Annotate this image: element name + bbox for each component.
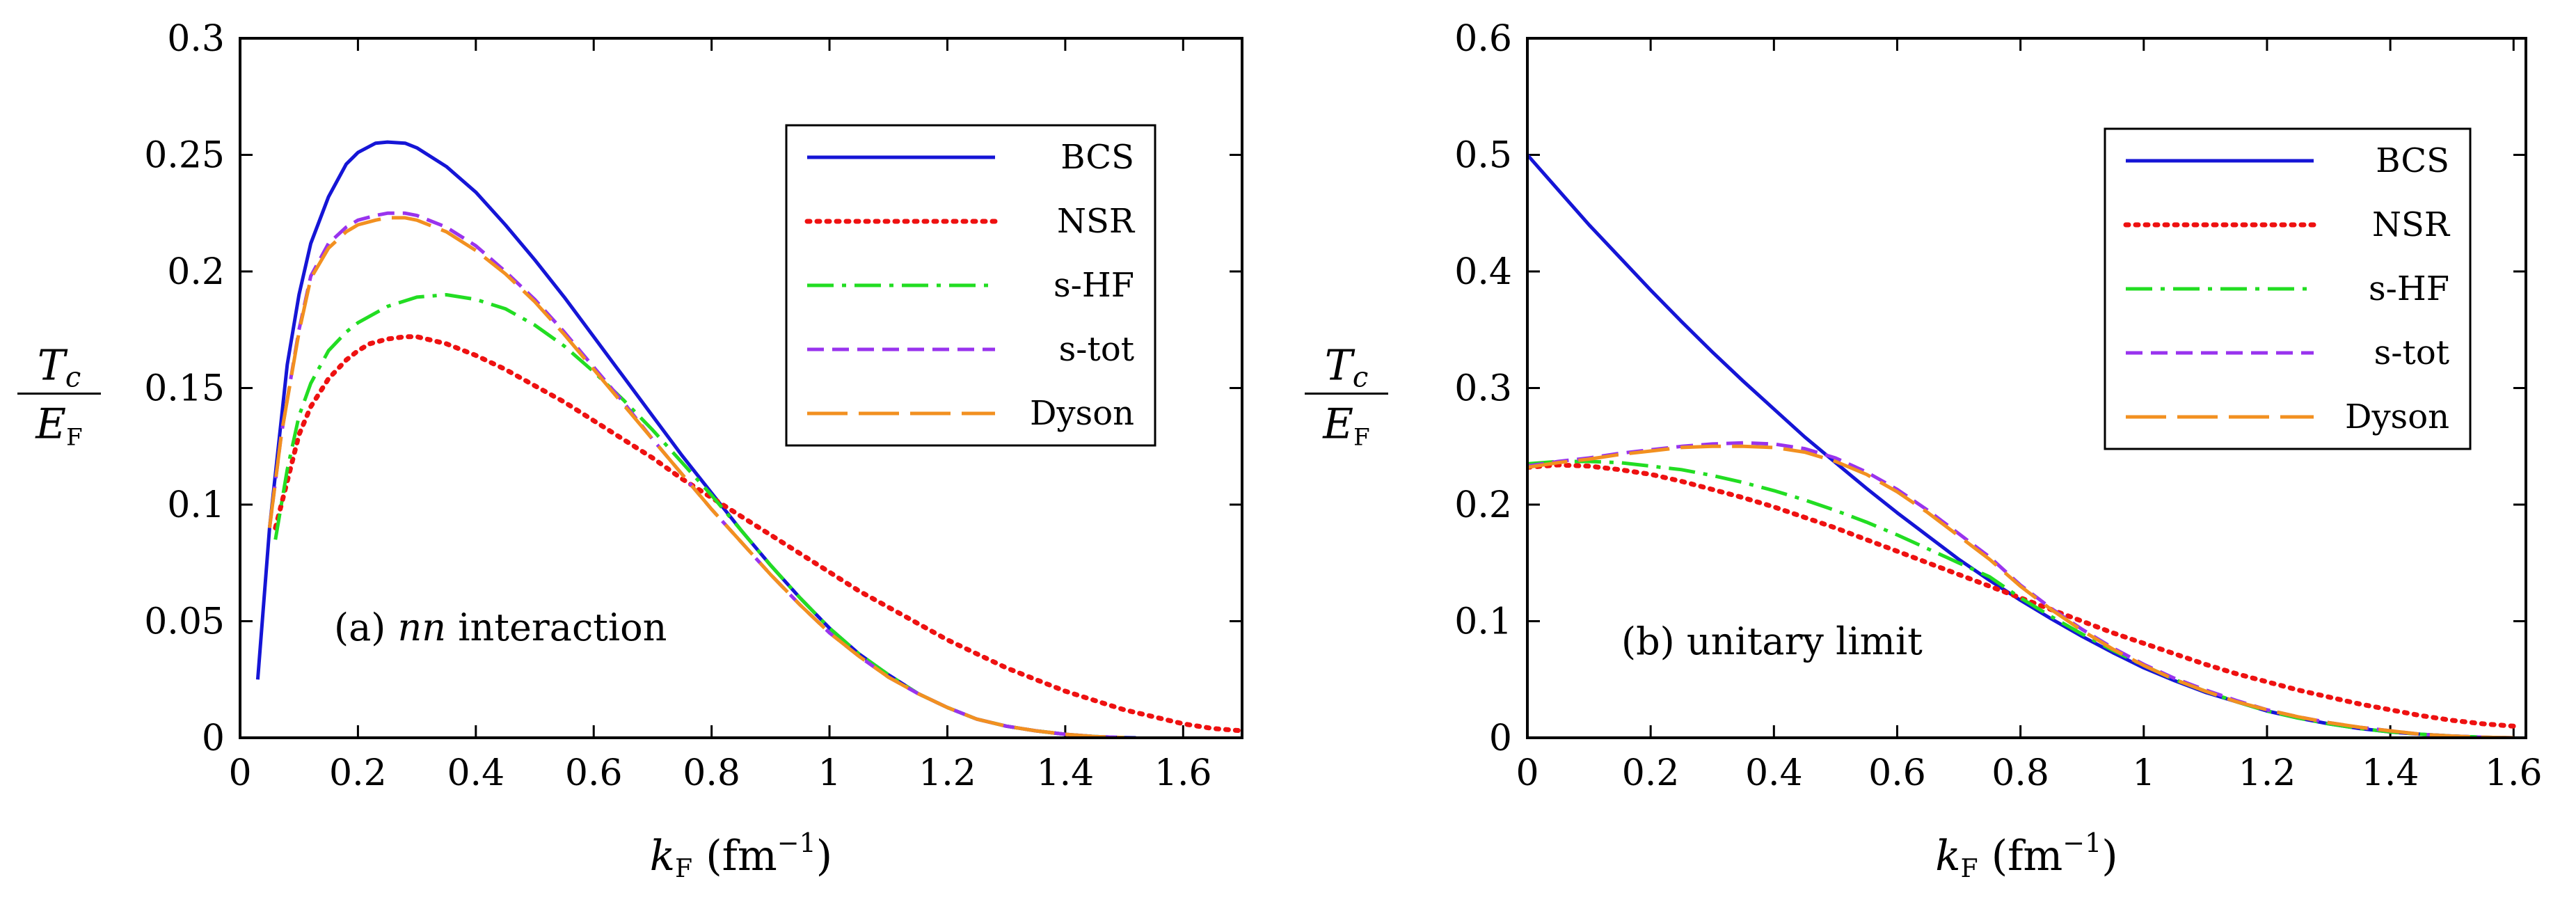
y-label-denominator: EF: [1322, 400, 1369, 452]
legend-label-bcs: BCS: [2376, 141, 2449, 180]
x-tick-label: 0.8: [683, 752, 740, 794]
series-line-nsr: [273, 334, 1242, 734]
series-line-nsr: [1527, 462, 2516, 729]
y-tick-label: 0.4: [1454, 251, 1512, 293]
y-tick-label: 0: [1489, 718, 1512, 759]
x-tick-label: 1.6: [1154, 752, 1212, 794]
x-tick-label: 0.2: [329, 752, 387, 794]
y-tick-label: 0.6: [1454, 18, 1512, 60]
legend-label-nsr: NSR: [1057, 202, 1136, 241]
series-line-s-tot: [1527, 441, 2514, 738]
x-tick-label: 1.2: [919, 752, 976, 794]
legend-label-bcs: BCS: [1060, 138, 1134, 177]
x-tick-label: 1.6: [2485, 752, 2543, 794]
y-tick-label: 0.3: [167, 18, 225, 60]
y-tick-label: 0.5: [1454, 135, 1512, 177]
x-tick-label: 0.2: [1622, 752, 1680, 794]
panel-a: 0 0.2 0.4 0.6 0.8 1 1.2 1.4 1.6 0 0.05 0.1 0.15 0.2 0.…: [17, 18, 1243, 883]
legend-label-dyson: Dyson: [1030, 394, 1134, 433]
x-tick-label: 0.6: [1868, 752, 1926, 794]
x-tick-label: 1.4: [1037, 752, 1095, 794]
x-tick-label: 0.6: [565, 752, 623, 794]
y-tick-label: 0.05: [144, 601, 225, 643]
x-tick-label: 0: [1516, 752, 1539, 794]
legend: BCS NSR s-HF s-tot Dyson: [785, 124, 1156, 447]
x-tick-label: 0.4: [447, 752, 504, 794]
x-tick-label: 0.8: [1991, 752, 2049, 794]
y-tick-label: 0.1: [1454, 601, 1512, 643]
panel-annotation: (a) nn interaction: [334, 606, 667, 649]
y-label-numerator: Tc: [1325, 342, 1368, 394]
x-tick-label: 1.2: [2239, 752, 2296, 794]
x-tick-label: 0.4: [1745, 752, 1803, 794]
legend-label-s-hf: s-HF: [2369, 269, 2449, 308]
legend-label-s-hf: s-HF: [1054, 266, 1134, 305]
series-group: [255, 140, 1242, 738]
legend-label-s-tot: s-tot: [1059, 330, 1134, 369]
y-tick-label: 0.15: [144, 368, 225, 410]
x-tick-label: 1: [818, 752, 841, 794]
plot-frame: [1526, 37, 2527, 739]
x-axis-label: kF (fm−1): [650, 828, 832, 883]
x-tick-label: 1: [2132, 752, 2155, 794]
legend-label-dyson: Dyson: [2345, 397, 2449, 436]
legend-label-nsr: NSR: [2372, 205, 2451, 244]
y-tick-label: 0.1: [167, 484, 225, 526]
plot-frame: [239, 37, 1243, 739]
series-group: [1527, 153, 2516, 738]
x-tick-label: 1.4: [2362, 752, 2419, 794]
series-line-s-tot: [267, 211, 1124, 738]
panel-annotation: (b) unitary limit: [1621, 619, 1923, 663]
y-tick-label: 0.25: [144, 135, 225, 177]
y-tick-label: 0.2: [167, 251, 225, 293]
x-tick-label: 0: [228, 752, 251, 794]
panel-b: 0 0.2 0.4 0.6 0.8 1 1.2 1.4 1.6 0 0.1 0.2 0.3 0.4 0.5 0…: [1305, 18, 2543, 883]
series-line-dyson: [267, 216, 1124, 738]
y-label-numerator: Tc: [38, 342, 81, 394]
y-tick-label: 0.2: [1454, 484, 1512, 526]
legend: BCS NSR s-HF s-tot Dyson: [2104, 127, 2472, 450]
y-label-denominator: EF: [35, 400, 82, 452]
y-tick-label: 0: [202, 718, 225, 759]
series-line-dyson: [1527, 444, 2514, 738]
y-tick-label: 0.3: [1454, 368, 1512, 410]
legend-label-s-tot: s-tot: [2374, 333, 2449, 372]
x-axis-label: kF (fm−1): [1935, 828, 2117, 883]
